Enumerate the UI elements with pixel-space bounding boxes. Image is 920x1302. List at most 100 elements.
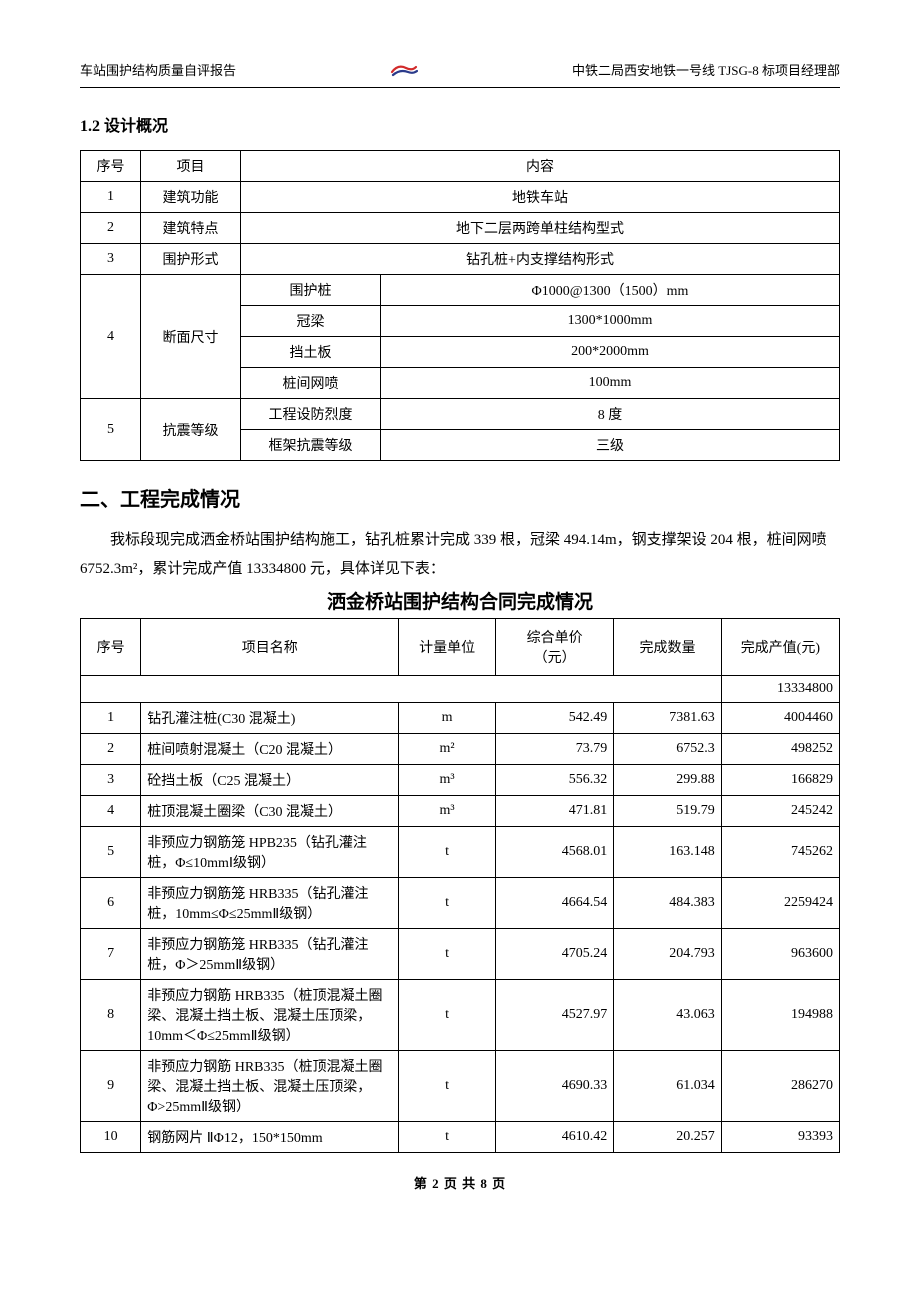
cell-value: 245242 (721, 796, 839, 827)
cell-subval: 200*2000mm (381, 337, 840, 368)
cell-price: 4664.54 (495, 878, 613, 929)
cell-value: 286270 (721, 1051, 839, 1122)
table-row: 1 建筑功能 地铁车站 (81, 182, 840, 213)
cell-name: 砼挡土板（C25 混凝土） (141, 765, 399, 796)
cell-content: 地铁车站 (241, 182, 840, 213)
section-2-title: 二、工程完成情况 (80, 483, 840, 512)
cell-price: 4610.42 (495, 1122, 613, 1153)
cell-unit: m² (399, 734, 496, 765)
cell-price: 4527.97 (495, 980, 613, 1051)
cell-unit: t (399, 1122, 496, 1153)
cell-price: 4690.33 (495, 1051, 613, 1122)
cell-item: 断面尺寸 (141, 275, 241, 399)
table-header-row: 序号 项目 内容 (81, 151, 840, 182)
cell-unit: t (399, 827, 496, 878)
cell-seq: 4 (81, 275, 141, 399)
table-row: 4 断面尺寸 围护桩 Φ1000@1300（1500）mm (81, 275, 840, 306)
cell-qty: 163.148 (614, 827, 722, 878)
cell-subval: 100mm (381, 368, 840, 399)
table-row: 6非预应力钢筋笼 HRB335（钻孔灌注桩，10mm≤Φ≤25mmⅡ级钢）t46… (81, 878, 840, 929)
cell-content: 地下二层两跨单柱结构型式 (241, 213, 840, 244)
cell-qty: 6752.3 (614, 734, 722, 765)
cell-unit: m³ (399, 796, 496, 827)
cell-name: 非预应力钢筋笼 HRB335（钻孔灌注桩，Φ＞25mmⅡ级钢） (141, 929, 399, 980)
th-seq: 序号 (81, 619, 141, 676)
cell-seq: 1 (81, 703, 141, 734)
table-row: 9非预应力钢筋 HRB335（桩顶混凝土圈梁、混凝土挡土板、混凝土压顶梁，Φ>2… (81, 1051, 840, 1122)
header-left-text: 车站围护结构质量自评报告 (80, 60, 236, 79)
cell-unit: m (399, 703, 496, 734)
total-row: 13334800 (81, 676, 840, 703)
header-divider (80, 87, 840, 88)
cell-subval: 1300*1000mm (381, 306, 840, 337)
table-row: 5 抗震等级 工程设防烈度 8 度 (81, 399, 840, 430)
table-row: 7非预应力钢筋笼 HRB335（钻孔灌注桩，Φ＞25mmⅡ级钢）t4705.24… (81, 929, 840, 980)
cell-name: 非预应力钢筋笼 HRB335（钻孔灌注桩，10mm≤Φ≤25mmⅡ级钢） (141, 878, 399, 929)
cell-seq: 10 (81, 1122, 141, 1153)
contract-completion-table: 序号 项目名称 计量单位 综合单价（元） 完成数量 完成产值(元) 133348… (80, 618, 840, 1153)
cell-subkey: 工程设防烈度 (241, 399, 381, 430)
cell-seq: 4 (81, 796, 141, 827)
section-1-2-title: 1.2 设计概况 (80, 112, 840, 136)
th-qty: 完成数量 (614, 619, 722, 676)
cell-seq: 2 (81, 734, 141, 765)
table-row: 5非预应力钢筋笼 HPB235（钻孔灌注桩，Φ≤10mmⅠ级钢）t4568.01… (81, 827, 840, 878)
cell-price: 73.79 (495, 734, 613, 765)
cell-subkey: 围护桩 (241, 275, 381, 306)
cell-unit: t (399, 980, 496, 1051)
completion-paragraph: 我标段现完成洒金桥站围护结构施工，钻孔桩累计完成 339 根，冠梁 494.14… (80, 526, 840, 583)
contract-table-title: 洒金桥站围护结构合同完成情况 (80, 587, 840, 614)
cell-subval: 8 度 (381, 399, 840, 430)
cell-unit: m³ (399, 765, 496, 796)
cell-item: 建筑特点 (141, 213, 241, 244)
page-footer: 第 2 页 共 8 页 (80, 1173, 840, 1192)
cell-seq: 3 (81, 765, 141, 796)
cell-subval: Φ1000@1300（1500）mm (381, 275, 840, 306)
cell-subkey: 桩间网喷 (241, 368, 381, 399)
cell-unit: t (399, 878, 496, 929)
cell-qty: 61.034 (614, 1051, 722, 1122)
cell-price: 471.81 (495, 796, 613, 827)
cell-seq: 5 (81, 399, 141, 461)
cell-qty: 43.063 (614, 980, 722, 1051)
table-row: 1钻孔灌注桩(C30 混凝土)m542.497381.634004460 (81, 703, 840, 734)
cell-seq: 6 (81, 878, 141, 929)
cell-subkey: 框架抗震等级 (241, 430, 381, 461)
cell-item: 建筑功能 (141, 182, 241, 213)
cell-qty: 7381.63 (614, 703, 722, 734)
cell-qty: 299.88 (614, 765, 722, 796)
cell-value: 4004460 (721, 703, 839, 734)
page-header: 车站围护结构质量自评报告 中铁二局西安地铁一号线 TJSG-8 标项目经理部 (80, 60, 840, 79)
cell-name: 非预应力钢筋 HRB335（桩顶混凝土圈梁、混凝土挡土板、混凝土压顶梁，10mm… (141, 980, 399, 1051)
cell-value: 194988 (721, 980, 839, 1051)
cell-qty: 519.79 (614, 796, 722, 827)
cell-seq: 8 (81, 980, 141, 1051)
cell-price: 4568.01 (495, 827, 613, 878)
table-row: 2桩间喷射混凝土（C20 混凝土）m²73.796752.3498252 (81, 734, 840, 765)
total-spacer (81, 676, 722, 703)
cell-item: 抗震等级 (141, 399, 241, 461)
cell-subkey: 冠梁 (241, 306, 381, 337)
table-row: 4桩顶混凝土圈梁（C30 混凝土）m³471.81519.79245242 (81, 796, 840, 827)
cell-seq: 1 (81, 182, 141, 213)
th-value: 完成产值(元) (721, 619, 839, 676)
cell-unit: t (399, 1051, 496, 1122)
cell-qty: 20.257 (614, 1122, 722, 1153)
cell-seq: 9 (81, 1051, 141, 1122)
cell-name: 桩顶混凝土圈梁（C30 混凝土） (141, 796, 399, 827)
th-name: 项目名称 (141, 619, 399, 676)
table-row: 8非预应力钢筋 HRB335（桩顶混凝土圈梁、混凝土挡土板、混凝土压顶梁，10m… (81, 980, 840, 1051)
table-row: 10钢筋网片 ⅡΦ12，150*150mmt4610.4220.25793393 (81, 1122, 840, 1153)
cell-name: 钢筋网片 ⅡΦ12，150*150mm (141, 1122, 399, 1153)
design-overview-table: 序号 项目 内容 1 建筑功能 地铁车站 2 建筑特点 地下二层两跨单柱结构型式… (80, 150, 840, 461)
cell-price: 556.32 (495, 765, 613, 796)
th-content: 内容 (241, 151, 840, 182)
cell-value: 963600 (721, 929, 839, 980)
cell-qty: 484.383 (614, 878, 722, 929)
cell-subkey: 挡土板 (241, 337, 381, 368)
cell-value: 166829 (721, 765, 839, 796)
th-unit: 计量单位 (399, 619, 496, 676)
cell-value: 93393 (721, 1122, 839, 1153)
th-price: 综合单价（元） (495, 619, 613, 676)
cell-seq: 7 (81, 929, 141, 980)
